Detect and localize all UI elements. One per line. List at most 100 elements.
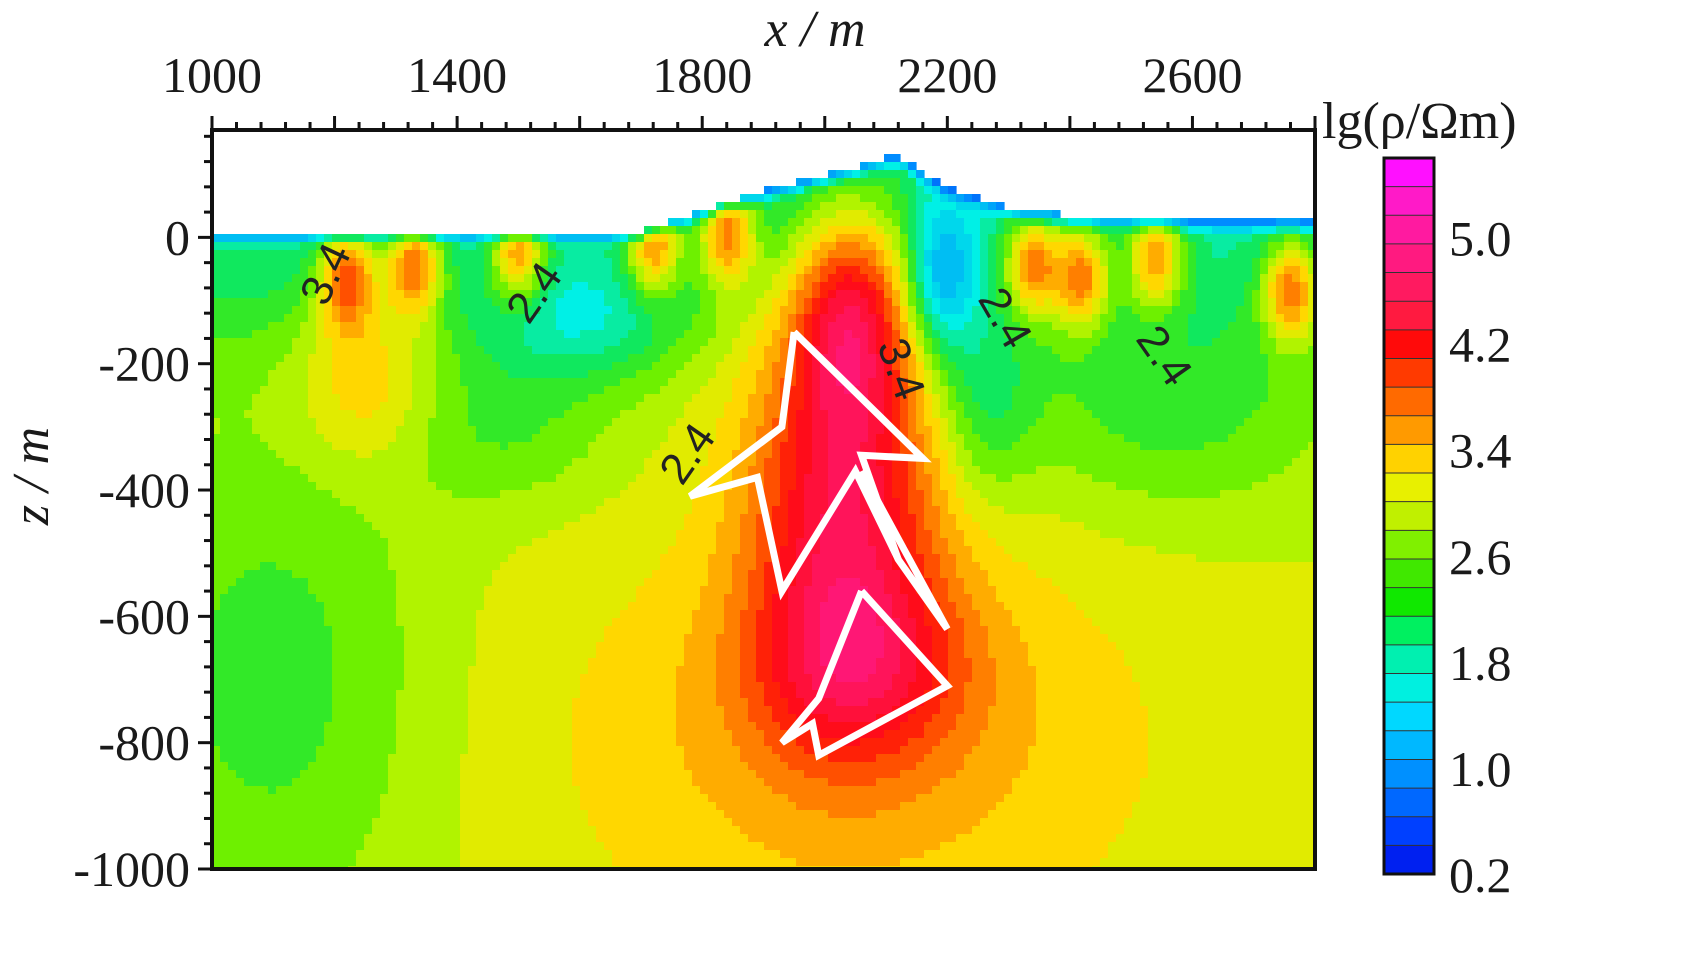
field-cell	[484, 442, 493, 451]
field-cell	[460, 386, 469, 395]
field-cell	[396, 522, 405, 531]
field-cell	[636, 442, 645, 451]
field-cell	[612, 426, 621, 435]
field-cell	[524, 466, 533, 475]
field-cell	[596, 586, 605, 595]
field-cell	[276, 258, 285, 267]
field-cell	[220, 378, 229, 387]
field-cell	[596, 338, 605, 347]
field-cell	[380, 266, 389, 275]
field-cell	[364, 522, 373, 531]
field-cell	[388, 634, 397, 643]
field-cell	[580, 754, 589, 763]
field-cell	[372, 290, 381, 299]
field-cell	[316, 546, 325, 555]
field-cell	[540, 498, 549, 507]
field-cell	[620, 306, 629, 315]
field-cell	[492, 306, 501, 315]
field-cell	[588, 770, 597, 779]
field-cell	[468, 570, 477, 579]
field-cell	[548, 666, 557, 675]
field-cell	[660, 554, 669, 563]
field-cell	[468, 770, 477, 779]
field-cell	[316, 554, 325, 563]
field-cell	[588, 562, 597, 571]
field-cell	[444, 354, 453, 363]
field-cell	[476, 618, 485, 627]
field-cell	[220, 298, 229, 307]
field-cell	[300, 578, 309, 587]
field-cell	[316, 666, 325, 675]
field-cell	[340, 818, 349, 827]
field-cell	[428, 858, 437, 867]
field-cell	[396, 362, 405, 371]
field-cell	[284, 810, 293, 819]
field-cell	[508, 770, 517, 779]
field-cell	[692, 354, 701, 363]
field-cell	[228, 834, 237, 843]
field-cell	[452, 738, 461, 747]
field-cell	[252, 450, 261, 459]
field-cell	[292, 386, 301, 395]
field-cell	[572, 826, 581, 835]
field-cell	[652, 458, 661, 467]
field-cell	[284, 738, 293, 747]
field-cell	[436, 362, 445, 371]
field-cell	[388, 602, 397, 611]
field-cell	[468, 474, 477, 483]
field-cell	[428, 258, 437, 267]
field-cell	[676, 418, 685, 427]
field-cell	[420, 794, 429, 803]
field-cell	[228, 474, 237, 483]
field-cell	[228, 458, 237, 467]
field-cell	[644, 762, 653, 771]
field-cell	[468, 586, 477, 595]
field-cell	[220, 706, 229, 715]
field-cell	[484, 354, 493, 363]
field-cell	[396, 538, 405, 547]
field-cell	[556, 234, 565, 243]
field-cell	[396, 482, 405, 491]
field-cell	[332, 354, 341, 363]
field-cell	[388, 818, 397, 827]
field-cell	[388, 234, 397, 243]
field-cell	[404, 650, 413, 659]
field-cell	[644, 434, 653, 443]
field-cell	[284, 314, 293, 323]
field-cell	[596, 562, 605, 571]
field-cell	[268, 258, 277, 267]
field-cell	[244, 434, 253, 443]
field-cell	[316, 778, 325, 787]
field-cell	[324, 554, 333, 563]
field-cell	[612, 738, 621, 747]
field-cell	[652, 274, 661, 283]
field-cell	[468, 690, 477, 699]
field-cell	[508, 498, 517, 507]
field-cell	[324, 706, 333, 715]
field-cell	[508, 690, 517, 699]
field-cell	[604, 762, 613, 771]
field-cell	[620, 234, 629, 243]
field-cell	[468, 338, 477, 347]
field-cell	[420, 786, 429, 795]
field-cell	[244, 538, 253, 547]
field-cell	[604, 850, 613, 859]
field-cell	[604, 666, 613, 675]
field-cell	[604, 450, 613, 459]
field-cell	[460, 858, 469, 867]
field-cell	[252, 754, 261, 763]
field-cell	[516, 858, 525, 867]
field-cell	[396, 354, 405, 363]
field-cell	[468, 330, 477, 339]
field-cell	[652, 554, 661, 563]
field-cell	[228, 394, 237, 403]
field-cell	[276, 858, 285, 867]
field-cell	[444, 242, 453, 251]
field-cell	[380, 674, 389, 683]
field-cell	[300, 506, 309, 515]
field-cell	[652, 698, 661, 707]
field-cell	[556, 834, 565, 843]
field-cell	[404, 794, 413, 803]
field-cell	[676, 594, 685, 603]
field-cell	[404, 474, 413, 483]
